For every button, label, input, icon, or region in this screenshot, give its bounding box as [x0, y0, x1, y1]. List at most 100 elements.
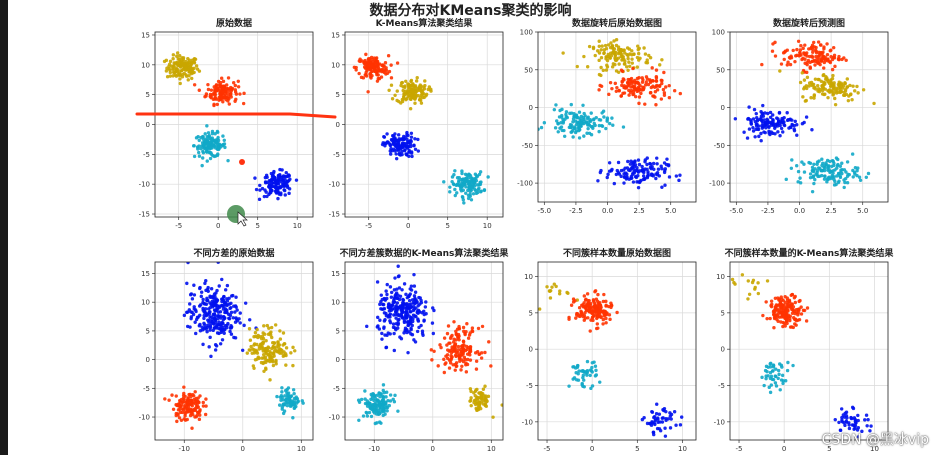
scatter-point [777, 309, 782, 314]
scatter-point [197, 154, 202, 158]
scatter-point [659, 78, 664, 82]
scatter-point [292, 391, 296, 396]
scatter-point [615, 85, 619, 90]
scatter-point [475, 387, 479, 392]
scatter-point [217, 320, 221, 324]
scatter-point [586, 126, 590, 131]
scatter-point [228, 326, 232, 330]
scatter-point [645, 421, 650, 426]
scatter-point [282, 409, 287, 413]
scatter-point [192, 283, 196, 287]
scatter-point [595, 322, 600, 326]
scatter-point [190, 297, 195, 301]
scatter-point [286, 393, 290, 397]
scatter-point [460, 351, 465, 355]
scatter-point [417, 295, 421, 300]
x-tick-label: -5 [544, 445, 551, 453]
scatter-point [614, 38, 619, 42]
scatter-point [766, 365, 770, 369]
scatter-point [651, 161, 656, 166]
scatter-point [813, 177, 817, 182]
scatter-point [568, 125, 573, 130]
subplot-title: K-Means算法聚类结果 [376, 17, 474, 29]
scatter-point [392, 298, 396, 302]
scatter-point [238, 321, 242, 325]
scatter-point [770, 49, 775, 53]
scatter-point [603, 43, 608, 48]
scatter-point [457, 180, 461, 184]
scatter-point [401, 302, 405, 307]
scatter-point [557, 292, 562, 296]
scatter-point [801, 308, 806, 313]
axes-frame [729, 31, 889, 203]
scatter-point [209, 322, 213, 326]
scatter-point [296, 399, 300, 404]
scatter-point [209, 152, 214, 156]
scatter-point [233, 83, 238, 88]
scatter-point [575, 311, 579, 316]
scatter-point [782, 123, 787, 128]
scatter-point [654, 84, 659, 89]
scatter-point [263, 332, 267, 336]
scatter-point [386, 398, 390, 403]
scatter-point [621, 48, 626, 53]
scatter-point [630, 49, 634, 53]
scatter-point [777, 372, 781, 377]
scatter-point [556, 121, 560, 126]
scatter-point [480, 324, 485, 329]
scatter-point [267, 326, 271, 330]
scatter-point [202, 327, 206, 331]
scatter-point [571, 135, 575, 139]
scatter-point [234, 295, 238, 299]
scatter-point [552, 282, 557, 286]
scatter-point [293, 349, 297, 353]
scatter-point [845, 416, 849, 420]
scatter-point [277, 403, 282, 407]
scatter-point [630, 172, 635, 177]
scatter-point [376, 399, 381, 403]
scatter-point [194, 402, 198, 406]
x-tick-label: -2.5 [569, 207, 583, 215]
scatter-point [599, 73, 603, 78]
scatter-point [259, 344, 263, 349]
scatter-point [233, 304, 238, 308]
scatter-point [270, 188, 274, 193]
scatter-point [678, 173, 682, 177]
scatter-point [385, 292, 389, 297]
scatter-point [658, 429, 663, 433]
scatter-point [387, 302, 391, 306]
scatter-point [374, 69, 379, 73]
scatter-point [171, 57, 175, 61]
scatter-point [630, 79, 635, 84]
scatter-point [223, 288, 228, 292]
scatter-point [291, 388, 296, 392]
y-tick-label: -15 [139, 211, 150, 219]
scatter-point [291, 345, 295, 350]
x-tick-label: -5 [365, 222, 372, 230]
scatter-point [165, 75, 170, 79]
scatter-point [664, 85, 668, 89]
x-tick-label: 5.0 [857, 207, 868, 215]
scatter-point [615, 168, 620, 173]
scatter-point [392, 400, 397, 404]
scatter-point [168, 59, 173, 64]
scatter-point [386, 53, 391, 58]
scatter-point [452, 320, 456, 324]
scatter-point [627, 88, 631, 93]
scatter-point [629, 85, 633, 89]
scatter-point [472, 391, 476, 395]
scatter-point [284, 363, 288, 367]
scatter-point [387, 88, 391, 92]
scatter-point [820, 173, 824, 178]
scatter-point [421, 95, 425, 100]
scatter-point [592, 121, 596, 126]
scatter-point [587, 131, 592, 135]
scatter-point [477, 404, 482, 409]
scatter-point [389, 83, 394, 87]
scatter-point [756, 281, 760, 285]
scatter-point [856, 418, 860, 423]
scatter-point [213, 321, 218, 325]
scatter-point [826, 168, 830, 172]
scatter-point [190, 426, 194, 430]
scatter-point [209, 287, 214, 291]
